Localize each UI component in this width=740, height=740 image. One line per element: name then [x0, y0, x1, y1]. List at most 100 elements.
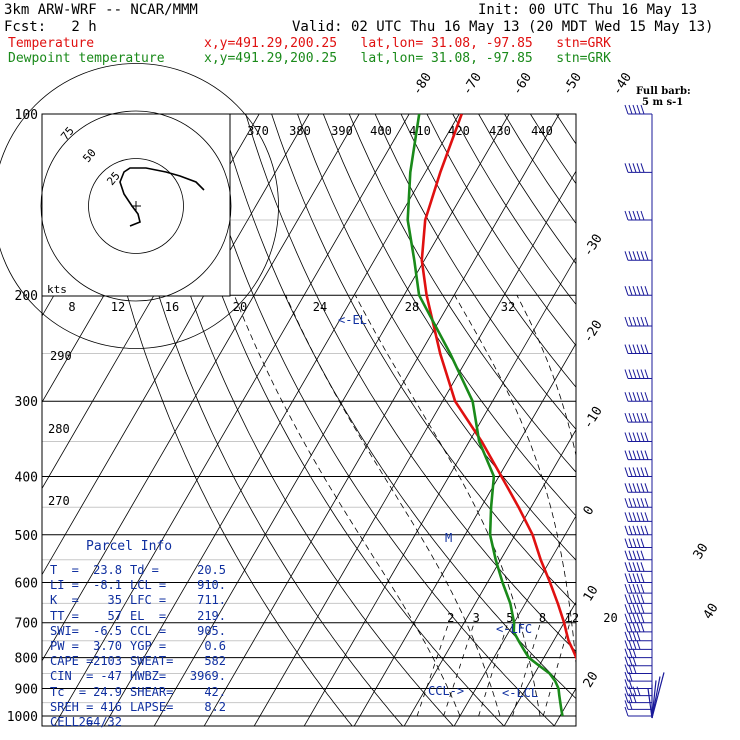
- barb-flag: [640, 316, 645, 327]
- pressure-tick-label: 900: [15, 682, 38, 697]
- barb-flag: [640, 432, 645, 442]
- barb-flag: [632, 604, 637, 614]
- parcel-info-cell: 905.: [197, 623, 226, 638]
- barb-flag: [632, 498, 637, 508]
- barb-flag: [624, 648, 629, 658]
- barb-flag: [624, 686, 629, 696]
- dry-adiabat: [582, 114, 740, 729]
- barb-flag: [632, 286, 637, 296]
- wind-barb: [624, 706, 652, 717]
- isotherm-label: 30: [691, 541, 712, 562]
- parcel-info-cell: CCL =: [130, 623, 167, 638]
- pressure-tick-label: 500: [15, 529, 38, 544]
- barb-flag: [628, 622, 633, 633]
- barb-flag: [624, 210, 629, 221]
- mixing-ratio-line: [416, 622, 450, 717]
- isotherm-label: -70: [460, 70, 485, 98]
- barb-flag: [628, 210, 633, 221]
- barb-flag: [624, 483, 629, 493]
- speed-tick-label: 24: [313, 300, 327, 314]
- barb-flag: [624, 316, 629, 327]
- wind-barb: [624, 648, 652, 659]
- barb-flag: [632, 483, 637, 493]
- barb-flag: [624, 286, 629, 296]
- wind-barb: [624, 631, 652, 642]
- barb-flag: [628, 251, 633, 261]
- dry-adiabat: [141, 114, 454, 726]
- wind-barb: [624, 450, 652, 461]
- barb-flag: [640, 613, 645, 623]
- wind-barb: [624, 392, 652, 402]
- barb-flag: [624, 525, 629, 535]
- barb-flag: [628, 640, 633, 650]
- level-annotation: <-LFC: [496, 622, 532, 636]
- parcel-info-cell: 711.: [197, 593, 226, 608]
- barb-flag: [636, 538, 641, 548]
- parcel-info-cell: Tc =: [50, 684, 87, 699]
- parcel-info-cell: LAPSE=: [130, 699, 174, 714]
- barb-flag: [628, 344, 633, 354]
- barb-flag: [640, 412, 645, 423]
- isotherm-label: 0: [581, 504, 598, 519]
- barb-flag: [628, 467, 633, 477]
- theta-label: 290: [50, 349, 72, 363]
- barb-flag: [640, 550, 645, 560]
- moist-adiabat: [233, 295, 461, 717]
- wind-barb: [624, 412, 652, 423]
- wind-barb: [624, 525, 652, 536]
- dry-adiabat: [167, 114, 505, 726]
- wind-barb: [624, 369, 652, 379]
- isotherm: [53, 114, 410, 726]
- parcel-info-cell: 35: [107, 593, 122, 608]
- dry-adiabat: [297, 114, 576, 561]
- barb-flag: [628, 613, 633, 623]
- wind-barb: [624, 512, 652, 522]
- barb-flag: [624, 656, 629, 666]
- barb-flag: [640, 104, 645, 115]
- mixing-ratio-line: [542, 622, 571, 717]
- speed-tick-label: 12: [111, 300, 125, 314]
- isotherm-label: -40: [610, 70, 635, 98]
- pressure-tick-label: 300: [15, 395, 38, 410]
- dry-adiabat: [245, 114, 576, 652]
- isotherm-label: -80: [410, 70, 435, 98]
- barb-flag: [632, 631, 637, 641]
- barb-flag: [636, 392, 641, 402]
- barb-flag: [636, 286, 641, 296]
- barb-flag: [628, 392, 633, 402]
- wind-barb: [624, 550, 652, 561]
- barb-flag: [628, 538, 633, 548]
- parcel-info-cell: K =: [50, 593, 79, 608]
- wind-barb: [624, 583, 652, 594]
- theta-label: 280: [48, 422, 70, 436]
- barb-flag: [640, 562, 645, 572]
- barb-flag: [644, 392, 649, 402]
- barb-flag: [636, 640, 641, 650]
- barb-flag: [624, 392, 629, 402]
- barb-flag: [644, 483, 649, 493]
- barb-flag: [632, 512, 637, 522]
- dry-adiabat: [322, 114, 576, 517]
- barb-flag: [636, 594, 641, 604]
- wind-barb: [624, 498, 652, 508]
- barb-flag: [632, 467, 637, 477]
- wind-barb: [624, 251, 652, 261]
- barb-flag: [628, 604, 633, 614]
- barb-flag: [628, 286, 633, 296]
- barb-flag: [624, 498, 629, 508]
- barb-flag: [624, 432, 629, 442]
- level-annotation: CCL->: [428, 684, 464, 698]
- isotherm: [553, 687, 576, 726]
- barb-flag: [624, 163, 629, 173]
- wind-barb: [624, 613, 652, 624]
- mixing-ratio-label: 3: [473, 611, 480, 625]
- wind-barb: [624, 286, 652, 296]
- barb-flag: [636, 573, 641, 583]
- barb-flag: [640, 525, 645, 535]
- parcel-info-cell: 0.6: [204, 639, 226, 653]
- parcel-info-cell: 20.5: [197, 563, 226, 577]
- barb-flag: [640, 604, 645, 614]
- barb-flag: [624, 679, 629, 689]
- barb-flag: [624, 104, 629, 115]
- barb-flag: [628, 512, 633, 522]
